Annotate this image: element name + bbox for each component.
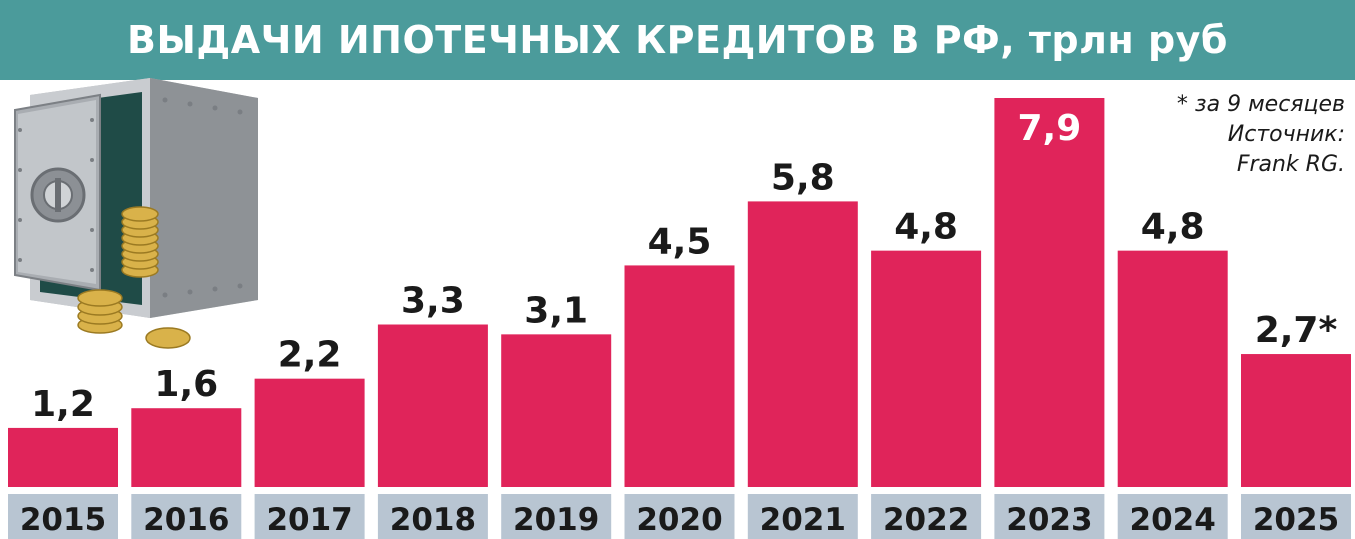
year-box-2021: [747, 494, 858, 539]
year-box-2020: [624, 494, 735, 539]
bar-2022: [871, 250, 982, 487]
year-box-2025: [1241, 494, 1351, 539]
value-label-2020: 4,5: [648, 221, 712, 262]
source-label: Источник:: [1227, 122, 1345, 147]
year-box-2016: [131, 494, 242, 539]
bar-2024: [1117, 250, 1228, 487]
value-label-2023: 7,9: [1018, 108, 1082, 149]
year-label-2015: 2015: [20, 502, 106, 538]
note-box: * за 9 месяцев Источник: Frank RG.: [1085, 90, 1345, 180]
value-label-2018: 3,3: [401, 281, 465, 322]
bar-2016: [131, 408, 242, 487]
value-label-2025: 2,7*: [1255, 310, 1338, 351]
title-bar: [0, 0, 1355, 80]
footnote: * за 9 месяцев: [1176, 92, 1345, 117]
bar-2025: [1241, 354, 1351, 487]
year-label-2024: 2024: [1130, 502, 1216, 538]
year-label-2022: 2022: [883, 502, 969, 538]
year-box-2019: [501, 494, 612, 539]
year-label-2020: 2020: [636, 502, 722, 538]
value-label-2021: 5,8: [771, 157, 835, 198]
year-label-2025: 2025: [1253, 502, 1339, 538]
bar-2023: [994, 98, 1105, 487]
value-label-2019: 3,1: [524, 290, 588, 331]
bar-2020: [624, 265, 735, 487]
value-label-2015: 1,2: [31, 384, 95, 425]
bar-2019: [501, 334, 612, 487]
bar-2017: [254, 378, 365, 487]
year-box-2023: [994, 494, 1105, 539]
year-label-2016: 2016: [143, 502, 229, 538]
year-label-2017: 2017: [266, 502, 352, 538]
year-box-2017: [254, 494, 365, 539]
chart-title: ВЫДАЧИ ИПОТЕЧНЫХ КРЕДИТОВ В РФ, трлн руб: [127, 18, 1228, 62]
value-label-2024: 4,8: [1141, 207, 1205, 248]
year-label-2018: 2018: [390, 502, 476, 538]
source-name: Frank RG.: [1236, 152, 1345, 177]
year-label-2021: 2021: [760, 502, 846, 538]
year-label-2019: 2019: [513, 502, 599, 538]
year-box-2024: [1117, 494, 1228, 539]
year-box-2015: [8, 494, 118, 539]
value-label-2022: 4,8: [894, 207, 958, 248]
value-label-2017: 2,2: [278, 335, 342, 376]
year-box-2018: [377, 494, 488, 539]
bar-2021: [747, 201, 858, 487]
bar-2015: [8, 427, 118, 487]
bar-2018: [377, 324, 488, 487]
year-label-2023: 2023: [1006, 502, 1092, 538]
value-label-2016: 1,6: [154, 364, 218, 405]
safe-with-coins-illustration: [14, 78, 258, 349]
year-box-2022: [871, 494, 982, 539]
